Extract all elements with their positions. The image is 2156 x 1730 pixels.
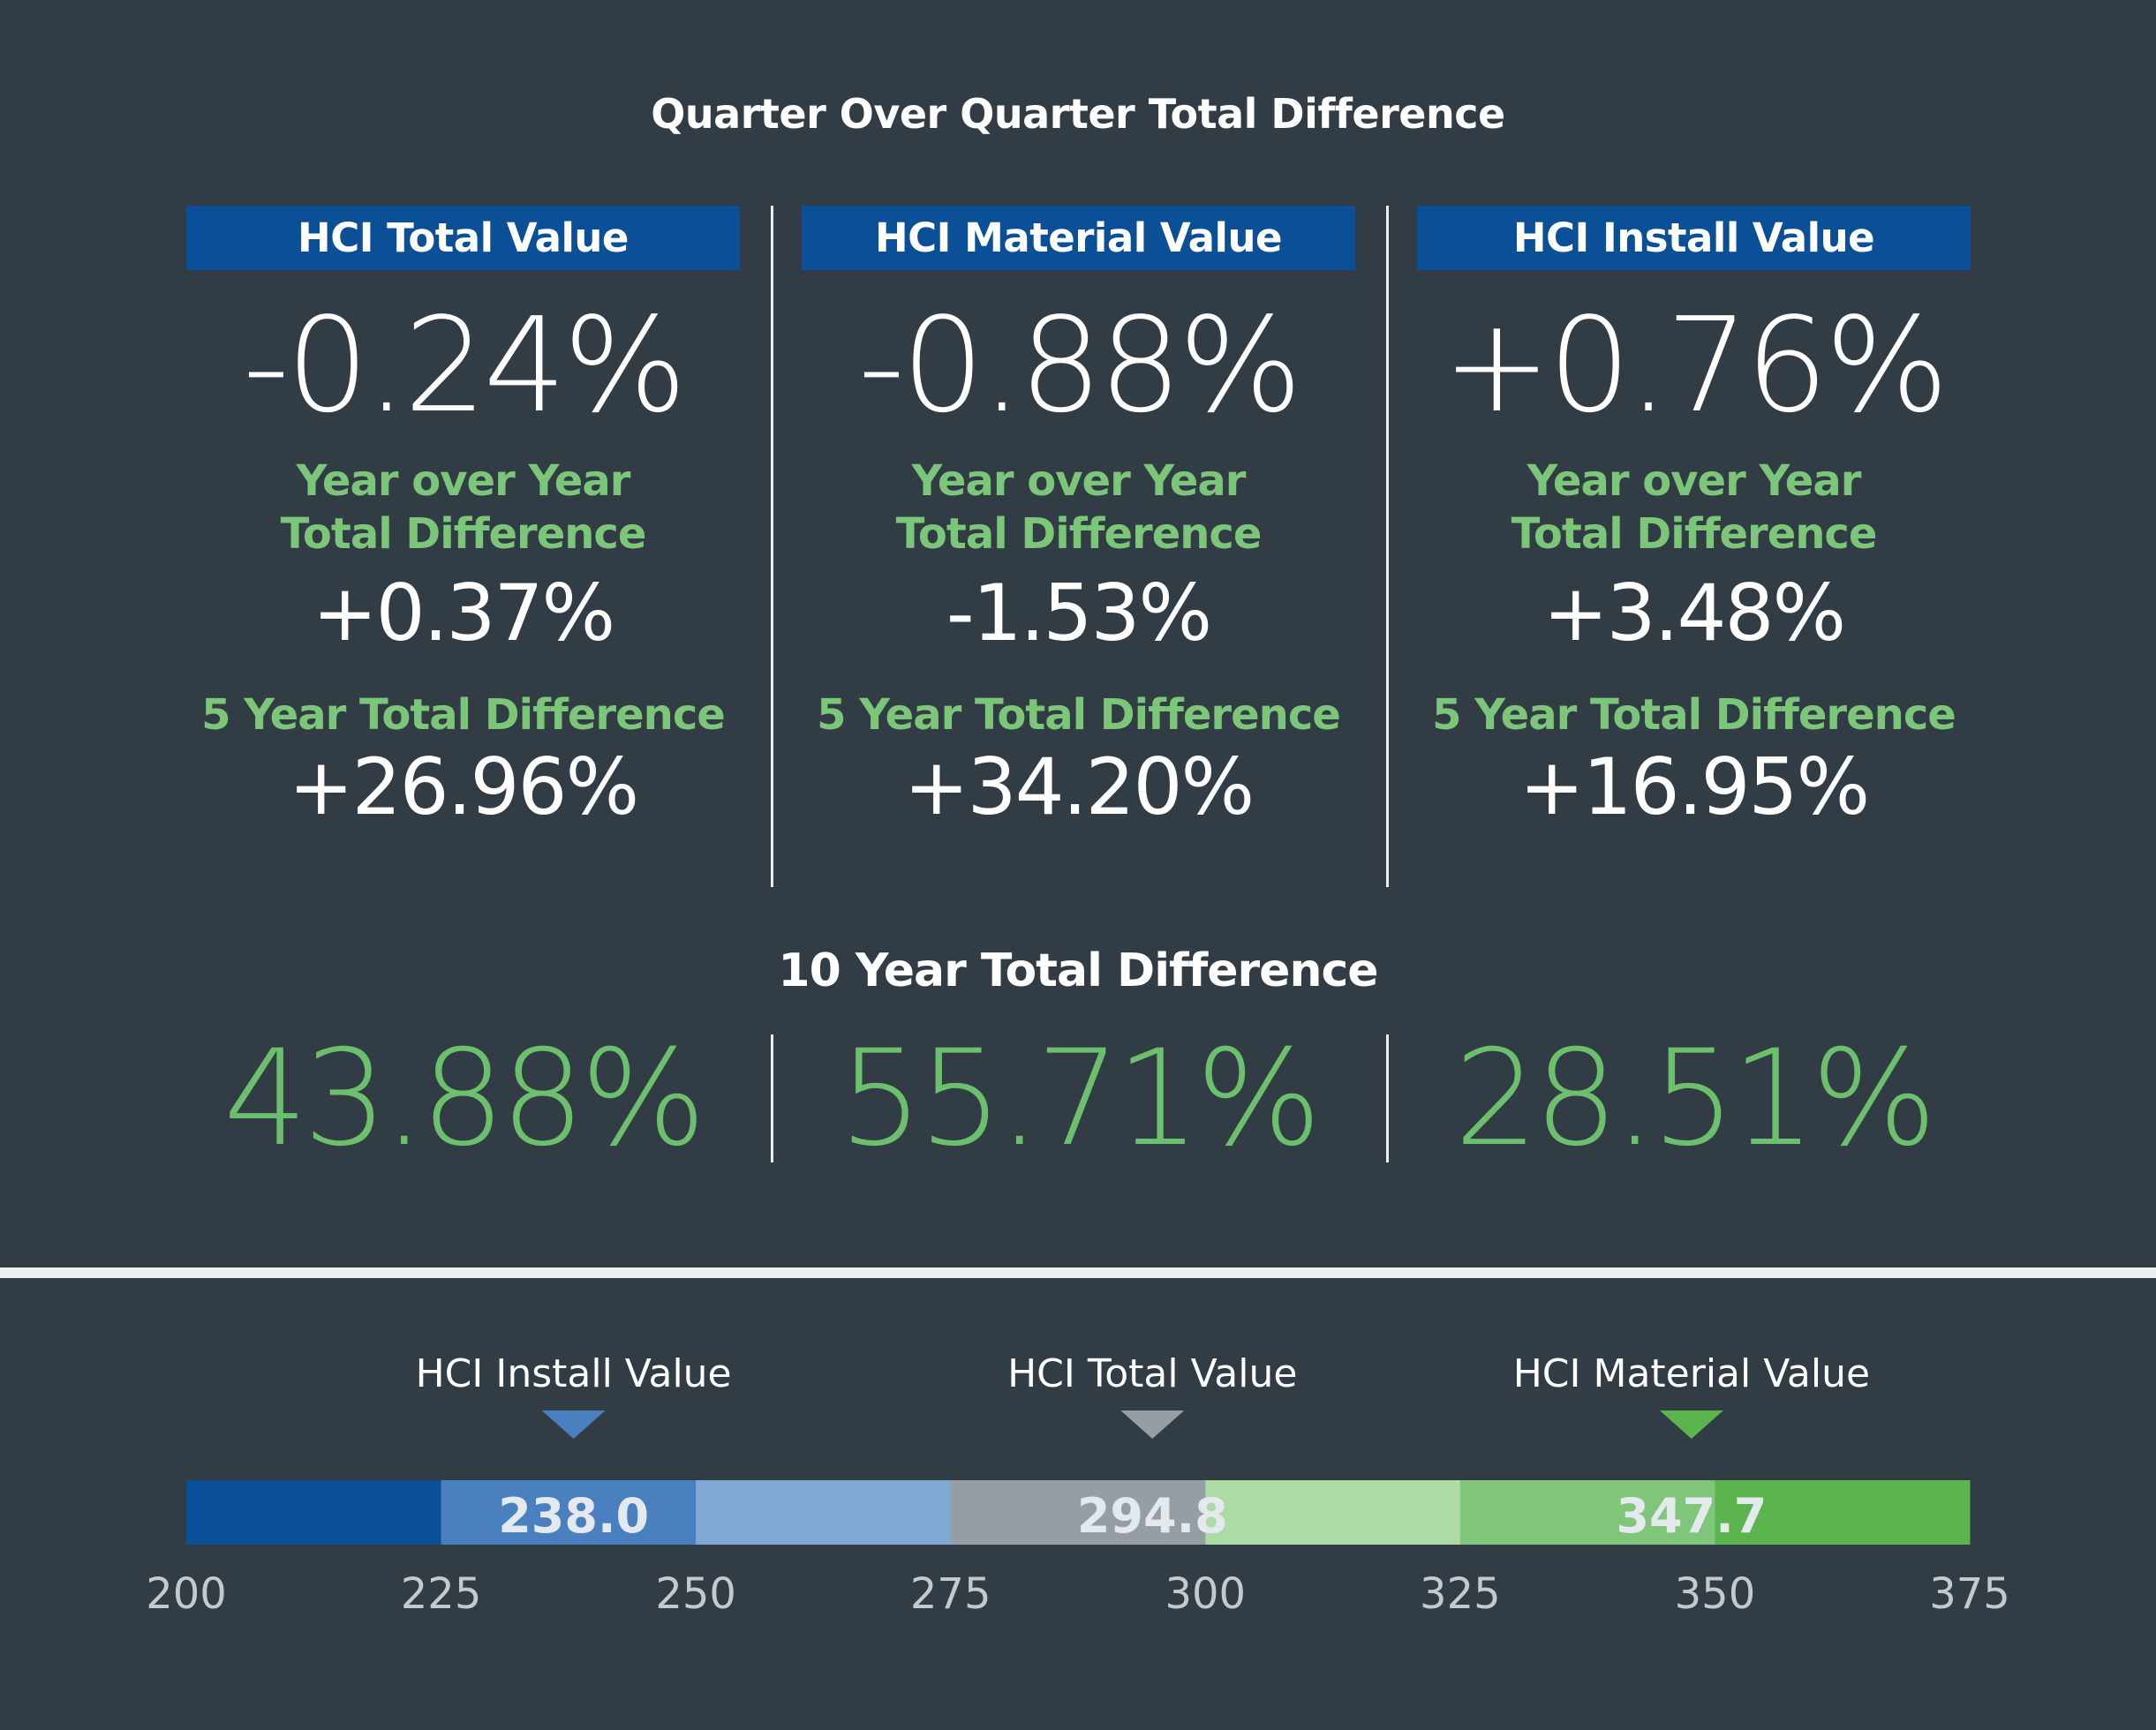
scale-segment (950, 1480, 1206, 1545)
scale-segment (1715, 1480, 1971, 1545)
axis-tick-label: 225 (401, 1569, 482, 1619)
scale-segment (1205, 1480, 1461, 1545)
five-year-value: +26.96% (288, 741, 639, 832)
ten-year-divider (1386, 1034, 1389, 1162)
qoq-value: -0.24% (242, 290, 688, 441)
column-header: HCI Install Value (1417, 206, 1971, 270)
column-divider (771, 206, 773, 887)
marker-label: HCI Material Value (1513, 1351, 1870, 1396)
marker-arrow-icon (1120, 1410, 1185, 1439)
yoy-label: Year over Year Total Difference (1417, 455, 1971, 560)
marker-arrow-icon (1659, 1410, 1723, 1439)
axis-tick-label: 350 (1675, 1569, 1756, 1619)
marker-label: HCI Install Value (416, 1351, 732, 1396)
yoy-value: +3.48% (1542, 568, 1846, 658)
five-year-value: +16.95% (1519, 741, 1870, 832)
yoy-label: Year over Year Total Difference (186, 455, 740, 560)
column-hci-material: HCI Material Value -0.88% Year over Year… (802, 206, 1355, 831)
column-hci-install: HCI Install Value +0.76% Year over Year … (1417, 206, 1971, 831)
qoq-value: +0.76% (1442, 290, 1949, 441)
scale-segment (1459, 1480, 1715, 1545)
ten-year-title: 10 Year Total Difference (778, 944, 1378, 997)
axis-tick-label: 275 (910, 1569, 991, 1619)
yoy-value: +0.37% (312, 568, 615, 658)
axis-tick-label: 250 (655, 1569, 736, 1619)
marker-value: 347.7 (1616, 1488, 1767, 1544)
yoy-label-line-2: Total Difference (895, 509, 1263, 559)
column-divider (1386, 206, 1389, 887)
section-divider (0, 1267, 2156, 1278)
axis-tick-label: 375 (1929, 1569, 2010, 1619)
five-year-value: +34.20% (903, 741, 1255, 832)
marker-value: 294.8 (1077, 1488, 1228, 1544)
axis-tick-label: 300 (1165, 1569, 1246, 1619)
axis-tick-label: 200 (146, 1569, 227, 1619)
yoy-label-line-1: Year over Year (1527, 456, 1862, 506)
five-year-label: 5 Year Total Difference (817, 690, 1341, 740)
marker-arrow-icon (541, 1410, 606, 1439)
yoy-label-line-1: Year over Year (911, 456, 1247, 506)
scale-segment (186, 1480, 442, 1545)
marker-value: 238.0 (498, 1488, 649, 1544)
page-title: Quarter Over Quarter Total Difference (651, 90, 1505, 138)
axis-tick-label: 325 (1420, 1569, 1501, 1619)
yoy-label: Year over Year Total Difference (802, 455, 1355, 560)
scale-segment (441, 1480, 697, 1545)
ten-year-value: 28.51% (1454, 1022, 1937, 1176)
scale-segment (696, 1480, 952, 1545)
yoy-label-line-1: Year over Year (296, 456, 631, 506)
yoy-value: -1.53% (946, 568, 1212, 658)
five-year-label: 5 Year Total Difference (201, 690, 726, 740)
column-header: HCI Material Value (802, 206, 1355, 270)
yoy-label-line-2: Total Difference (1511, 509, 1878, 559)
column-header: HCI Total Value (186, 206, 740, 270)
ten-year-divider (771, 1034, 773, 1162)
qoq-value: -0.88% (857, 290, 1303, 441)
ten-year-value: 55.71% (839, 1022, 1322, 1176)
column-hci-total: HCI Total Value -0.24% Year over Year To… (186, 206, 740, 831)
ten-year-value: 43.88% (223, 1022, 706, 1176)
marker-label: HCI Total Value (1007, 1351, 1297, 1396)
yoy-label-line-2: Total Difference (280, 509, 647, 559)
five-year-label: 5 Year Total Difference (1432, 690, 1956, 740)
